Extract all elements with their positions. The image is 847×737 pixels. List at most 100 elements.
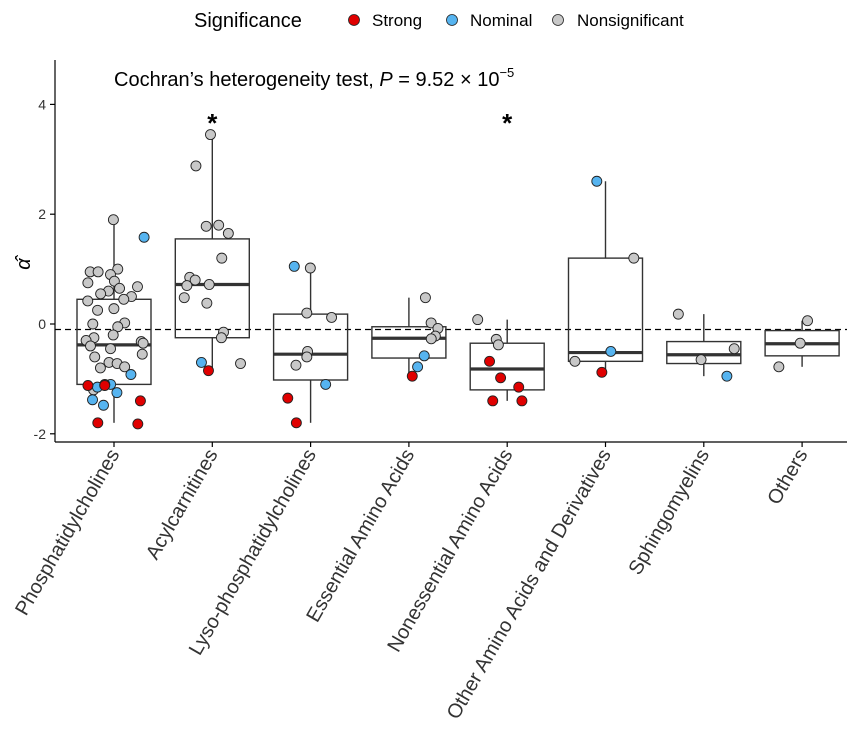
point-nonsignificant-acylcarnitines [201, 297, 213, 309]
point-nonsignificant-acylcarnitines [213, 219, 225, 231]
category-labels-layer: Phosphatidylcholines AcylcarnitinesLyso-p… [11, 442, 812, 723]
point-strong-nonessential-amino-acids [516, 395, 528, 407]
point-nonsignificant-acylcarnitines [216, 252, 228, 264]
box-other-amino-acids-and-derivatives [567, 257, 644, 363]
annotation-p-symbol: P [379, 69, 393, 91]
point-strong-nonessential-amino-acids [495, 372, 507, 384]
point-nominal-phosphatidylcholines [138, 231, 150, 243]
y-tick-label: 4 [38, 96, 46, 112]
point-nonsignificant-phosphatidylcholines [94, 362, 106, 374]
point-nonsignificant-acylcarnitines [178, 292, 190, 304]
point-strong-phosphatidylcholines [92, 417, 104, 429]
point-nonsignificant-lyso-phosphatidylcholines [290, 359, 302, 371]
point-nonsignificant-phosphatidylcholines [137, 337, 149, 349]
point-nonsignificant-acylcarnitines [235, 358, 246, 369]
point-nonsignificant-phosphatidylcholines [107, 329, 119, 341]
x-tick-label-essential-amino-acids: Essential Amino Acids [302, 446, 419, 626]
point-nonsignificant-nonessential-amino-acids [492, 339, 504, 351]
point-nonsignificant-lyso-phosphatidylcholines [304, 262, 316, 274]
point-nonsignificant-phosphatidylcholines [87, 318, 99, 330]
legend-nonsignificant-swatch [552, 14, 564, 26]
significance-star-nonessential-amino-acids: * [502, 108, 513, 138]
point-nonsignificant-phosphatidylcholines [112, 321, 124, 333]
point-nominal-phosphatidylcholines [111, 387, 123, 399]
heterogeneity-annotation: Cochran’s heterogeneity test, P = 9.52 ×… [114, 65, 514, 91]
point-strong-phosphatidylcholines [132, 418, 144, 430]
point-nonsignificant-essential-amino-acids [425, 333, 437, 345]
y-tick-label: 2 [38, 206, 46, 222]
point-strong-phosphatidylcholines [99, 380, 111, 391]
point-nonsignificant-phosphatidylcholines [92, 304, 104, 316]
point-nonsignificant-other-amino-acids-and-derivatives [569, 355, 581, 367]
point-nonsignificant-phosphatidylcholines [112, 263, 124, 275]
point-strong-essential-amino-acids [406, 370, 418, 382]
point-nonsignificant-phosphatidylcholines [82, 277, 94, 289]
legend: Significance Strong Nominal Nonsignifica… [194, 10, 684, 32]
point-nominal-lyso-phosphatidylcholines [288, 260, 300, 272]
point-nonsignificant-lyso-phosphatidylcholines [301, 307, 313, 319]
point-nonsignificant-others [773, 361, 785, 373]
point-strong-lyso-phosphatidylcholines [290, 417, 302, 429]
box-essential-amino-acids [371, 326, 447, 359]
point-nonsignificant-others [802, 315, 813, 327]
point-nonsignificant-phosphatidylcholines [132, 281, 143, 293]
point-nominal-sphingomyelins [721, 370, 733, 382]
point-nominal-essential-amino-acids [412, 361, 424, 373]
point-nominal-other-amino-acids-and-derivatives [591, 175, 603, 187]
point-nonsignificant-lyso-phosphatidylcholines [301, 351, 313, 363]
point-nominal-other-amino-acids-and-derivatives [605, 346, 617, 357]
point-nominal-phosphatidylcholines [98, 399, 109, 411]
box-acylcarnitines [174, 238, 251, 339]
point-nonsignificant-lyso-phosphatidylcholines [326, 311, 338, 323]
point-nonsignificant-acylcarnitines [222, 227, 234, 239]
point-nonsignificant-acylcarnitines [200, 220, 212, 232]
point-strong-nonessential-amino-acids [513, 381, 525, 393]
point-nonsignificant-essential-amino-acids [419, 292, 431, 304]
legend-strong-swatch [348, 14, 360, 26]
y-tick-label: 0 [38, 316, 46, 332]
x-tick-label-sphingomyelins: Sphingomyelins [624, 446, 714, 579]
point-nonsignificant-phosphatidylcholines [105, 343, 116, 355]
legend-nominal-label: Nominal [470, 11, 532, 30]
point-nominal-acylcarnitines [195, 356, 207, 368]
point-nominal-phosphatidylcholines [125, 369, 137, 380]
x-tick-label-acylcarnitines: Acylcarnitines [142, 446, 223, 564]
point-nonsignificant-other-amino-acids-and-derivatives [628, 252, 640, 264]
legend-nominal-swatch [446, 14, 458, 26]
point-nonsignificant-phosphatidylcholines [89, 351, 101, 363]
y-axis-label: α̂ [13, 254, 35, 269]
point-strong-acylcarnitines [203, 365, 214, 377]
point-nonsignificant-acylcarnitines [190, 160, 202, 172]
point-strong-nonessential-amino-acids [487, 395, 499, 407]
points-layer [80, 129, 813, 430]
annotation-exponent: −5 [499, 65, 514, 80]
point-nonsignificant-acylcarnitines [189, 274, 201, 286]
point-nonsignificant-acylcarnitines [215, 332, 227, 344]
point-nonsignificant-phosphatidylcholines [136, 348, 148, 360]
legend-strong-label: Strong [372, 11, 422, 30]
annotation-prefix: Cochran’s heterogeneity test, [114, 69, 379, 91]
point-nonsignificant-acylcarnitines [203, 279, 215, 290]
point-strong-phosphatidylcholines [82, 380, 94, 391]
ticks-layer: -2 0 2 4 [34, 96, 55, 442]
point-nonsignificant-phosphatidylcholines [82, 295, 94, 307]
point-nonsignificant-acylcarnitines [181, 280, 193, 292]
point-nonsignificant-nonessential-amino-acids [472, 314, 484, 326]
annotation-value: = 9.52 × 10 [393, 69, 500, 91]
legend-nonsignificant-label: Nonsignificant [577, 11, 684, 30]
point-nonsignificant-phosphatidylcholines [95, 288, 107, 300]
y-tick-label: -2 [34, 426, 47, 442]
point-nonsignificant-sphingomyelins [728, 343, 740, 355]
legend-item-nominal: Nominal [446, 11, 532, 30]
point-nominal-phosphatidylcholines [87, 394, 98, 406]
x-tick-label-others: Others [763, 446, 812, 509]
point-strong-other-amino-acids-and-derivatives [596, 366, 608, 378]
point-nonsignificant-phosphatidylcholines [108, 303, 120, 315]
point-nonsignificant-phosphatidylcholines [92, 266, 104, 278]
point-strong-nonessential-amino-acids [484, 355, 495, 367]
point-nonsignificant-acylcarnitines [205, 129, 216, 141]
point-nominal-essential-amino-acids [418, 350, 430, 362]
point-nonsignificant-phosphatidylcholines [107, 214, 119, 226]
